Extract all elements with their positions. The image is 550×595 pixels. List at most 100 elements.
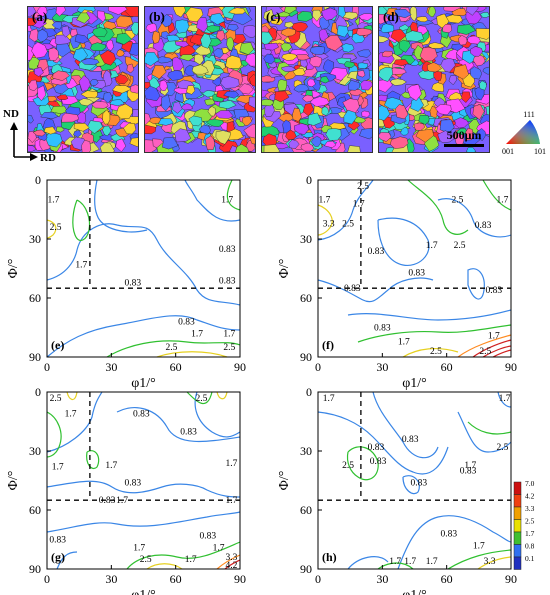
grain	[281, 53, 298, 61]
grain	[245, 53, 255, 67]
contour-value-label: 0.83	[486, 286, 503, 296]
contour-value-label: 1.7	[398, 337, 410, 347]
contour-value-label: 2.5	[454, 241, 466, 251]
contour-value-label: 1.7	[353, 200, 365, 210]
grain	[358, 13, 372, 21]
contour-value-label: 0.83	[368, 443, 385, 453]
grain	[43, 126, 57, 135]
grain	[390, 136, 409, 149]
contour-value-label: 0.83	[370, 457, 387, 467]
grain	[61, 25, 71, 38]
grain	[341, 43, 355, 53]
contour-value-label: 1.7	[426, 241, 438, 251]
grain	[288, 139, 300, 149]
grain	[226, 36, 235, 52]
x-tick-label: 90	[234, 360, 246, 374]
grain	[107, 7, 128, 15]
grain	[291, 21, 309, 32]
grain	[379, 13, 390, 25]
x-axis-label: φ1/°	[131, 588, 156, 595]
grain	[37, 85, 47, 102]
grain	[437, 130, 455, 144]
grain	[336, 25, 349, 38]
grain	[263, 42, 279, 51]
grain	[200, 33, 212, 49]
contour-value-label: 1.7	[426, 557, 438, 567]
contour-line	[402, 347, 459, 358]
grain	[440, 58, 456, 73]
grain	[28, 7, 37, 18]
grain	[360, 80, 372, 91]
grain	[292, 68, 306, 76]
grain	[206, 25, 221, 33]
contour-value-label: 0.83	[124, 478, 141, 488]
rd-label: RD	[40, 152, 56, 164]
grain	[229, 145, 237, 152]
y-axis-label: Φ/°	[6, 471, 21, 491]
contour-line	[46, 511, 241, 533]
contour-value-label: 0.83	[219, 276, 236, 286]
grain	[398, 39, 411, 53]
grain	[115, 15, 134, 28]
contour-line	[46, 219, 57, 239]
grain	[56, 94, 69, 100]
contour-value-label: 0.83	[368, 247, 385, 257]
contour-value-label: 1.7	[389, 557, 401, 567]
grain	[55, 7, 66, 17]
grain	[99, 50, 116, 66]
contour-line	[317, 179, 374, 241]
plot-frame	[317, 179, 512, 358]
contour-value-label: 0.83	[180, 427, 197, 437]
contour-line	[457, 334, 512, 358]
grain	[28, 114, 34, 124]
grain	[442, 24, 453, 34]
grain	[111, 85, 133, 94]
grain	[274, 90, 290, 103]
grain	[102, 125, 112, 137]
contour-line	[377, 217, 430, 267]
grain	[389, 78, 407, 86]
contour-lines	[317, 391, 512, 570]
grain	[74, 34, 90, 44]
y-tick-label: 60	[300, 503, 312, 517]
x-tick-label: 30	[105, 360, 117, 374]
contour-value-label: 2.5	[165, 343, 177, 353]
contour-value-label: 0.83	[344, 284, 361, 294]
y-axis-label: Φ/°	[6, 259, 21, 279]
grain	[409, 7, 418, 22]
ebsd-map-c: (c)	[261, 6, 373, 153]
grain	[300, 59, 309, 68]
grain	[159, 79, 168, 92]
grain	[280, 42, 292, 52]
ebsd-map-a: (a)	[27, 6, 139, 153]
grain	[357, 70, 366, 78]
grain	[277, 79, 288, 92]
grain	[216, 30, 226, 42]
x-tick-label: 0	[44, 572, 50, 586]
colorbar-level-label: 0.8	[525, 542, 535, 551]
grain	[227, 24, 239, 32]
contour-line	[72, 199, 91, 242]
ebsd-map-graphic	[379, 7, 489, 152]
grain	[78, 75, 91, 92]
y-tick-label: 0	[35, 173, 41, 187]
x-tick-label: 90	[234, 572, 246, 586]
contour-value-label: 1.7	[496, 196, 508, 206]
x-tick-label: 0	[315, 360, 321, 374]
colorbar-level-label: 7.0	[525, 479, 535, 488]
grain	[448, 75, 458, 86]
contour-value-label: 1.7	[225, 496, 237, 506]
grain	[380, 23, 395, 33]
contour-lines	[46, 391, 241, 570]
grain	[116, 103, 133, 120]
rd-arrowhead	[30, 153, 38, 161]
contour-lines	[317, 179, 512, 358]
grain	[205, 135, 216, 150]
grain	[302, 103, 315, 117]
grain	[310, 135, 322, 147]
grain	[248, 96, 255, 109]
grain	[241, 116, 253, 127]
contour-value-label: 1.7	[52, 463, 64, 473]
grain	[89, 79, 99, 87]
contour-line	[94, 179, 148, 233]
